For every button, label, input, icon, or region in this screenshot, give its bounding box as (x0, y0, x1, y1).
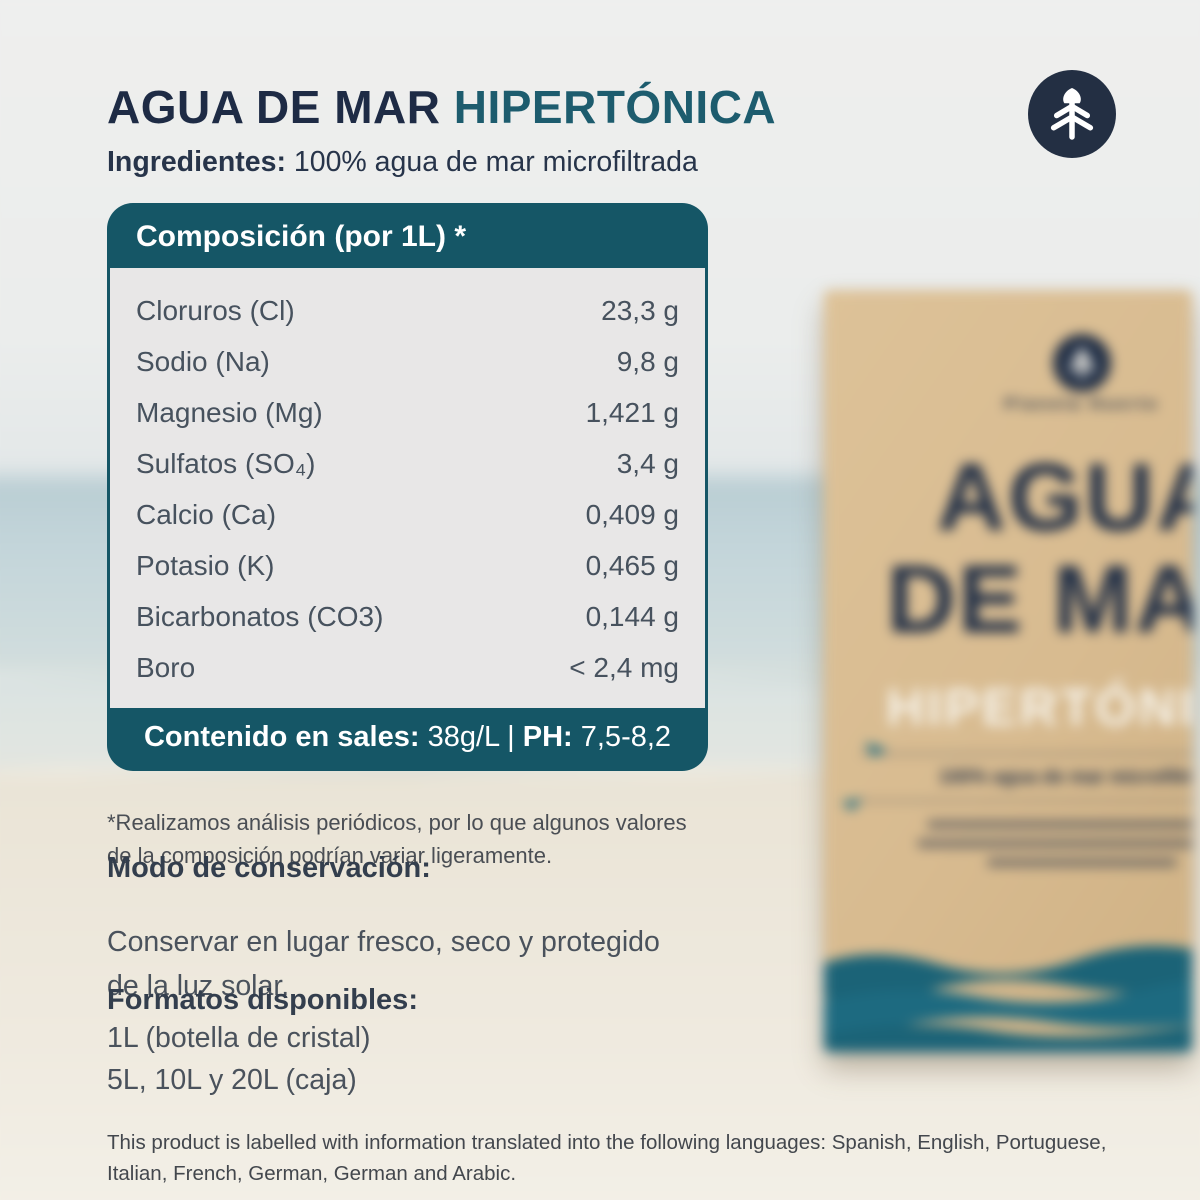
conservation-heading: Modo de conservación: (107, 852, 431, 884)
brand-logo-badge (1028, 70, 1116, 158)
format-item: 1L (botella de cristal) (107, 1022, 371, 1054)
ingredients-line: Ingredientes: 100% agua de mar microfilt… (107, 146, 698, 179)
table-row: Boro < 2,4 mg (136, 642, 679, 693)
table-row: Magnesio (Mg) 1,421 g (136, 387, 679, 438)
ph-label: PH: (522, 721, 573, 753)
table-row: Potasio (K) 0,465 g (136, 540, 679, 591)
row-label: Cloruros (Cl) (136, 295, 295, 326)
conservation-text: Conservar en lugar fresco, seco y proteg… (107, 925, 660, 1002)
table-row: Sodio (Na) 9,8 g (136, 336, 679, 387)
box-smallprint-line (927, 820, 1192, 829)
row-value: 9,8 g (616, 346, 679, 377)
row-label: Sulfatos (SO₄) (136, 448, 316, 479)
box-brand-logo (1053, 334, 1111, 392)
composition-header: Composición (por 1L) * (136, 220, 466, 253)
row-label: Potasio (K) (136, 550, 275, 581)
tree-icon (1050, 88, 1094, 140)
product-box-photo: Planeta Huerto AGUA DE MAR HIPERTÓNICA 1… (824, 290, 1192, 1052)
row-label: Bicarbonatos (CO3) (136, 601, 384, 632)
box-smallprint-line (987, 858, 1177, 867)
sales-label: Contenido en sales: (143, 721, 420, 753)
table-row: Calcio (Ca) 0,409 g (136, 489, 679, 540)
box-title-line1: AGUA (936, 444, 1192, 551)
bird-icon (865, 742, 888, 757)
languages-footnote: This product is labelled with informatio… (107, 1130, 1107, 1186)
bird-icon (841, 798, 863, 811)
box-subline: 100% agua de mar microfiltrada (938, 767, 1192, 788)
waves-illustration (824, 945, 1192, 1052)
page-title-accent: HIPERTÓNICA (453, 81, 777, 133)
ph-value: 7,5-8,2 (580, 721, 672, 753)
composition-footer: Contenido en sales: 38g/L | PH: 7,5-8,2 (107, 708, 708, 771)
tree-icon (1069, 347, 1095, 380)
box-smallprint-line (917, 839, 1192, 848)
row-value: 3,4 g (616, 448, 679, 479)
row-value: 0,144 g (585, 601, 679, 632)
separator: | (507, 721, 515, 753)
composition-body: Cloruros (Cl) 23,3 g Sodio (Na) 9,8 g Magn… (110, 268, 705, 708)
row-label: Magnesio (Mg) (136, 397, 323, 428)
sales-value: 38g/L (427, 721, 500, 753)
page-title: AGUA DE MAR HIPERTÓNICA (107, 80, 776, 134)
box-title-line2: DE MAR (886, 546, 1192, 653)
box-divider (860, 800, 1192, 802)
table-row: Cloruros (Cl) 23,3 g (136, 285, 679, 336)
formats-heading: Formatos disponibles: (107, 984, 418, 1016)
row-label: Calcio (Ca) (136, 499, 277, 530)
row-value: 0,465 g (585, 550, 679, 581)
page-title-dark: AGUA DE MAR (107, 81, 441, 133)
box-divider (860, 753, 1192, 755)
ingredients-value: 100% agua de mar microfiltrada (293, 146, 698, 178)
table-row: Bicarbonatos (CO3) 0,144 g (136, 591, 679, 642)
box-brand-name: Planeta Huerto (1004, 396, 1160, 413)
ingredients-label: Ingredientes: (107, 146, 286, 178)
composition-table: Composición (por 1L) * Cloruros (Cl) 23,3… (107, 203, 708, 771)
row-label: Sodio (Na) (136, 346, 270, 377)
row-value: 1,421 g (585, 397, 679, 428)
row-value: < 2,4 mg (569, 652, 679, 683)
row-value: 23,3 g (601, 295, 679, 326)
table-row: Sulfatos (SO₄) 3,4 g (136, 438, 679, 489)
analysis-note: *Realizamos análisis periódicos, por lo … (107, 810, 687, 868)
box-title-line3: HIPERTÓNICA (886, 679, 1192, 737)
format-item: 5L, 10L y 20L (caja) (107, 1064, 357, 1096)
row-label: Boro (136, 652, 196, 683)
row-value: 0,409 g (585, 499, 679, 530)
